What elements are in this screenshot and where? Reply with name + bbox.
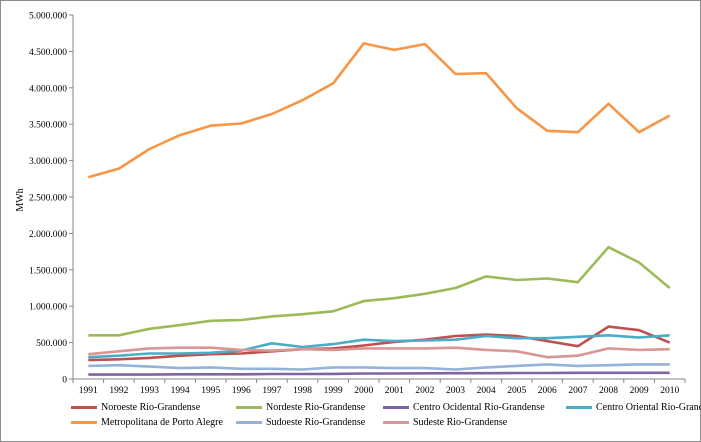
x-tick-label: 2009	[630, 386, 649, 396]
legend-item: Sudeste Rio-Grandense	[383, 415, 507, 429]
legend-swatch	[383, 405, 409, 409]
y-tick-label: 1.500.000	[29, 266, 67, 276]
legend-swatch	[71, 420, 97, 424]
y-tick-label: 2.000.000	[29, 230, 67, 240]
series-line	[88, 346, 670, 359]
y-tick-label: 1.000.000	[29, 303, 67, 313]
legend-item: Centro Ocidental Rio-Grandense	[383, 400, 545, 414]
x-tick-label: 2008	[599, 386, 618, 396]
legend-swatch	[566, 405, 592, 409]
x-tick-label: 2010	[660, 386, 679, 396]
x-tick-label: 1999	[324, 386, 343, 396]
legend-label: Centro Ocidental Rio-Grandense	[413, 401, 545, 413]
y-tick-label: 5.000.000	[29, 12, 67, 22]
series-line	[88, 325, 671, 362]
x-tick-label: 2005	[507, 386, 526, 396]
x-tick-label: 1996	[232, 386, 251, 396]
x-tick-label: 2004	[477, 386, 496, 396]
legend-label: Sudeste Rio-Grandense	[413, 416, 508, 428]
x-tick-label: 1994	[171, 386, 190, 396]
x-tick-label: 2000	[354, 386, 373, 396]
x-tick-label: 2007	[568, 386, 587, 396]
legend-label: Noroeste Rio-Grandense	[101, 401, 201, 413]
line-chart: 0 500.000 1.000.000 1.500.000 2.000.000 2.500…	[15, 12, 686, 396]
legend-label: Metropolitana de Porto Alegre	[101, 416, 223, 428]
x-tick-label: 2003	[446, 386, 465, 396]
chart-axes	[72, 15, 685, 380]
x-tick-label: 1997	[262, 386, 281, 396]
x-tick-label: 1998	[293, 386, 312, 396]
x-tick-label: 1993	[140, 386, 159, 396]
legend-item: Metropolitana de Porto Alegre	[71, 415, 223, 429]
legend-item: Nordeste Rio-Grandense	[236, 400, 365, 414]
legend-swatch	[383, 420, 409, 424]
legend-swatch	[71, 405, 97, 409]
series-line	[88, 371, 670, 376]
legend-label: Sudoeste Rio-Grandense	[266, 416, 366, 428]
legend-item: Noroeste Rio-Grandense	[71, 400, 200, 414]
x-tick-label: 2002	[415, 386, 434, 396]
series-line	[88, 363, 670, 371]
series-line	[87, 42, 671, 179]
series-line	[88, 333, 670, 359]
legend-label: Centro Oriental Rio-Grandense	[596, 401, 701, 413]
x-tick-label: 2006	[538, 386, 557, 396]
x-tick-label: 1995	[201, 386, 220, 396]
legend-item: Centro Oriental Rio-Grandense	[566, 400, 701, 414]
x-tick-label: 2001	[385, 386, 404, 396]
legend-swatch	[236, 420, 262, 424]
y-tick-label: 3.000.000	[29, 157, 67, 167]
series-lines	[87, 42, 671, 376]
legend-swatch	[236, 405, 262, 409]
y-tick-label: 4.000.000	[29, 84, 67, 94]
legend-label: Nordeste Rio-Grandense	[266, 401, 366, 413]
y-tick-label: 500.000	[36, 339, 67, 349]
y-tick-label: 2.500.000	[29, 194, 67, 204]
y-tick-label: 4.500.000	[29, 48, 67, 58]
y-tick-label: 0	[62, 376, 67, 386]
y-axis-label: MWh	[15, 188, 26, 211]
series-line	[88, 245, 671, 337]
y-tick-label: 3.500.000	[29, 121, 67, 131]
x-tick-label: 1991	[79, 386, 98, 396]
y-axis-ticks: 0 500.000 1.000.000 1.500.000 2.000.000 2.500…	[29, 12, 73, 386]
x-tick-label: 1992	[109, 386, 128, 396]
x-axis-ticks: 1991 1992 1993 1994 1995 1996 1997 1998 1999 2000…	[72, 379, 686, 396]
legend-item: Sudoeste Rio-Grandense	[236, 415, 365, 429]
